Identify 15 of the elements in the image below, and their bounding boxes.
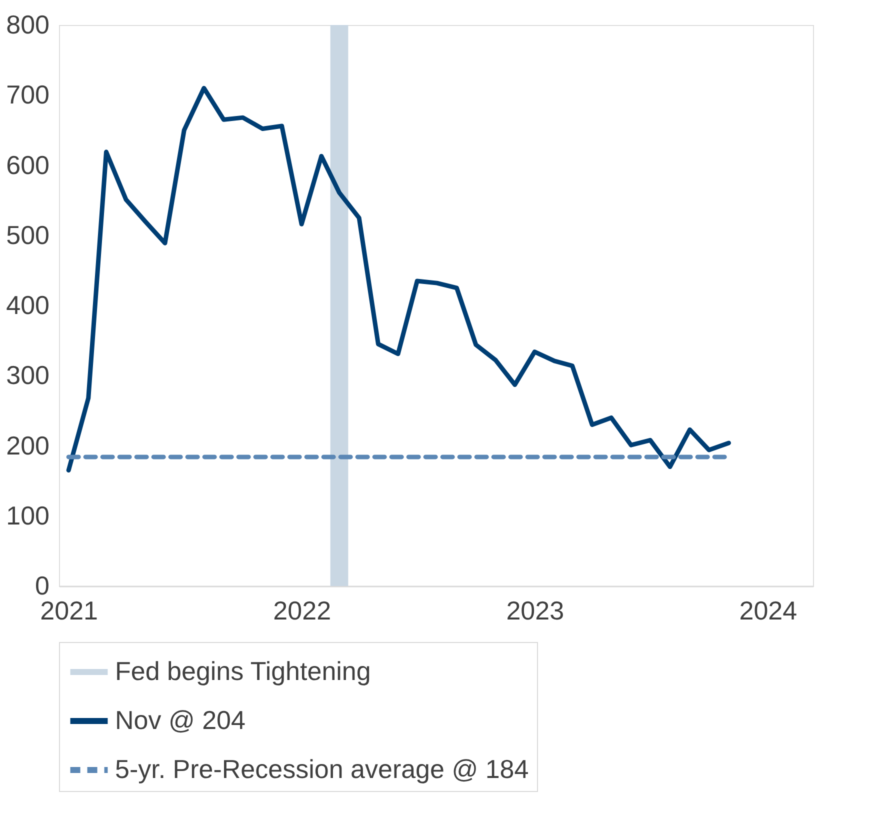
y-tick-label: 600 (6, 150, 50, 180)
y-tick-label: 100 (6, 500, 50, 530)
legend-label: 5-yr. Pre-Recession average @ 184 (115, 754, 529, 784)
y-tick-label: 400 (6, 290, 50, 320)
y-tick-label: 700 (6, 80, 50, 110)
y-tick-label: 300 (6, 360, 50, 390)
line-series (66, 86, 731, 473)
x-tick-label: 2022 (273, 596, 332, 626)
legend-label: Fed begins Tightening (115, 656, 371, 686)
legend-label: Nov @ 204 (115, 705, 246, 735)
x-tick-label: 2023 (506, 596, 564, 626)
x-tick-label: 2024 (739, 596, 798, 626)
y-tick-label: 200 (6, 430, 50, 460)
y-tick-label: 800 (6, 10, 50, 40)
y-tick-label: 500 (6, 220, 50, 250)
